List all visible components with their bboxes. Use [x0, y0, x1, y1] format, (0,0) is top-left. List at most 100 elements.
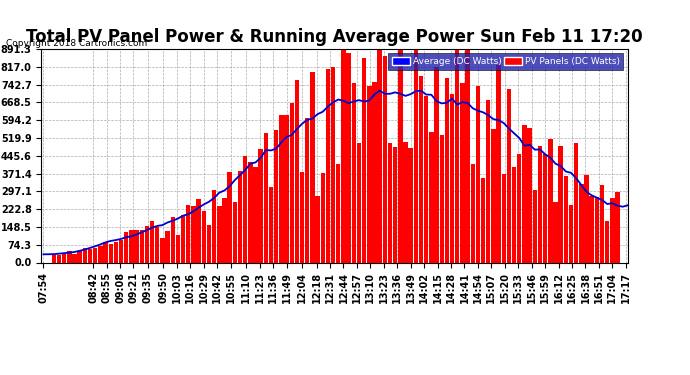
Bar — [357, 144, 361, 262]
Bar — [346, 53, 351, 262]
Bar — [284, 116, 288, 262]
Bar — [553, 202, 558, 262]
Bar — [88, 249, 92, 262]
Bar — [98, 246, 103, 262]
Bar — [574, 143, 578, 262]
Text: Copyright 2018 Cartronics.com: Copyright 2018 Cartronics.com — [6, 39, 147, 48]
Bar — [569, 205, 573, 262]
Bar — [527, 128, 532, 262]
Bar — [253, 167, 258, 262]
Bar — [77, 251, 82, 262]
Bar — [279, 115, 284, 262]
Bar — [398, 51, 402, 262]
Bar — [228, 172, 232, 262]
Bar — [362, 58, 366, 262]
Bar — [388, 143, 392, 262]
Bar — [538, 146, 542, 262]
Bar — [212, 190, 217, 262]
Bar — [589, 196, 594, 262]
Bar — [481, 178, 485, 262]
Bar — [290, 103, 294, 262]
Bar — [506, 88, 511, 262]
Bar — [310, 72, 315, 262]
Bar — [119, 240, 124, 262]
Bar — [295, 81, 299, 262]
Bar — [373, 82, 377, 262]
Bar — [57, 255, 61, 262]
Bar — [460, 83, 464, 262]
Bar — [181, 215, 186, 262]
Bar — [315, 196, 319, 262]
Bar — [176, 235, 180, 262]
Bar — [186, 205, 190, 262]
Bar — [424, 96, 428, 262]
Bar — [615, 192, 620, 262]
Bar — [269, 187, 273, 262]
Bar — [336, 164, 340, 262]
Bar — [352, 83, 356, 262]
Bar — [160, 238, 165, 262]
Bar — [444, 78, 449, 262]
Bar — [321, 172, 325, 262]
Bar — [491, 129, 495, 262]
Bar — [155, 226, 159, 262]
Bar — [419, 76, 423, 262]
Bar — [150, 221, 155, 262]
Bar — [584, 175, 589, 262]
Bar — [114, 242, 118, 262]
Bar — [579, 184, 584, 262]
Bar — [393, 147, 397, 262]
Bar — [383, 56, 387, 262]
Bar — [67, 251, 72, 262]
Bar — [93, 248, 97, 262]
Bar — [104, 242, 108, 262]
Bar — [408, 148, 413, 262]
Bar — [274, 130, 278, 262]
Bar — [300, 172, 304, 262]
Bar — [429, 132, 433, 262]
Bar — [139, 230, 144, 262]
Bar — [610, 198, 615, 262]
Bar — [108, 244, 113, 262]
Bar — [522, 125, 526, 262]
Bar — [124, 232, 128, 262]
Bar — [129, 230, 134, 262]
Bar — [496, 64, 501, 262]
Bar — [72, 254, 77, 262]
Bar — [548, 139, 553, 262]
Bar — [440, 135, 444, 262]
Bar — [367, 86, 371, 262]
Bar — [600, 185, 604, 262]
Legend: Average (DC Watts), PV Panels (DC Watts): Average (DC Watts), PV Panels (DC Watts) — [388, 53, 623, 70]
Bar — [264, 134, 268, 262]
Bar — [512, 167, 516, 262]
Bar — [471, 164, 475, 262]
Bar — [248, 162, 253, 262]
Bar — [404, 142, 408, 262]
Bar — [145, 226, 149, 262]
Bar — [62, 254, 66, 262]
Bar — [331, 68, 335, 262]
Bar — [259, 149, 263, 262]
Bar — [342, 50, 346, 262]
Title: Total PV Panel Power & Running Average Power Sun Feb 11 17:20: Total PV Panel Power & Running Average P… — [26, 28, 643, 46]
Bar — [605, 221, 609, 262]
Bar — [305, 118, 309, 262]
Bar — [564, 176, 568, 262]
Bar — [222, 198, 227, 262]
Bar — [243, 156, 248, 262]
Bar — [238, 171, 242, 262]
Bar — [486, 100, 491, 262]
Bar — [191, 206, 196, 262]
Bar — [502, 174, 506, 262]
Bar — [207, 225, 211, 262]
Bar — [533, 190, 537, 262]
Bar — [450, 94, 454, 262]
Bar — [135, 230, 139, 262]
Bar — [377, 49, 382, 262]
Bar — [166, 231, 170, 262]
Bar — [201, 211, 206, 262]
Bar — [543, 154, 547, 262]
Bar — [83, 248, 87, 262]
Bar — [413, 49, 418, 262]
